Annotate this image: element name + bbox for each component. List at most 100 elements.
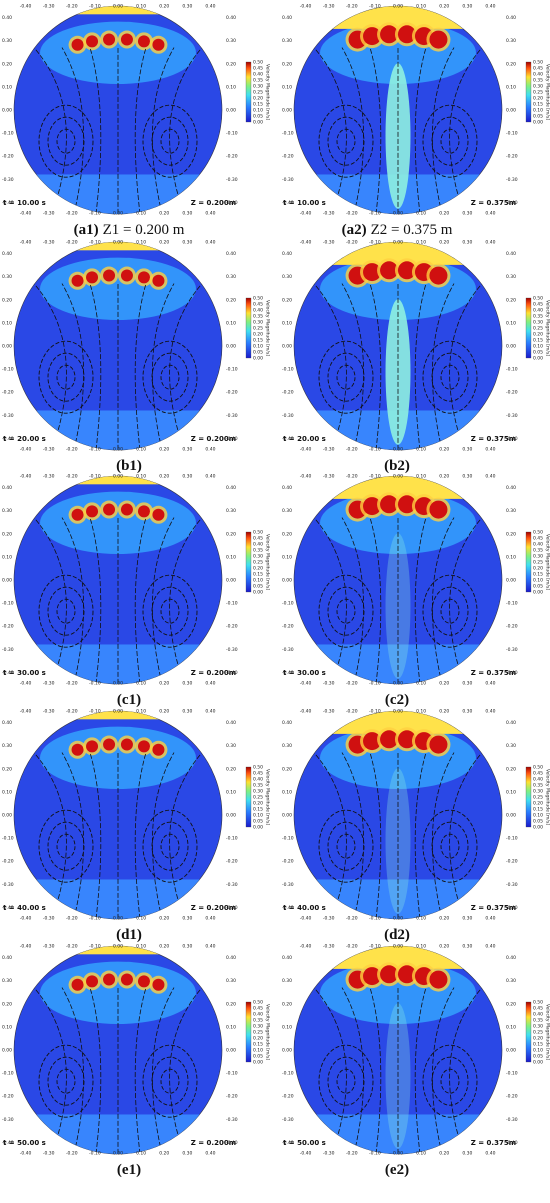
streamline <box>414 752 427 919</box>
streamline <box>341 517 364 684</box>
y-tick-label: 0.40 <box>226 15 236 21</box>
y-tick-label: 0.10 <box>506 84 516 90</box>
jet-core <box>137 271 150 284</box>
x-tick-label: 0.00 <box>393 944 403 950</box>
y-tick-label: -0.30 <box>2 413 14 419</box>
x-tick-label: -0.20 <box>346 474 358 480</box>
streamline <box>142 1044 198 1118</box>
y-tick-label: -0.10 <box>2 1071 14 1077</box>
colorbar-tick-label: 0.15 <box>533 572 543 578</box>
contour-panel: -0.40 -0.40 -0.30 -0.30 -0.20 -0.20 -0.10 -0.10… <box>282 240 550 453</box>
streamline <box>431 352 469 402</box>
y-tick-label: -0.40 <box>2 200 14 206</box>
y-tick-label: 0.00 <box>2 1048 12 1054</box>
x-tick-label: 0.10 <box>136 1151 146 1157</box>
contour-panel: -0.40 -0.40 -0.30 -0.30 -0.20 -0.20 -0.10 -0.10… <box>282 944 550 1157</box>
streamline <box>152 517 175 684</box>
colorbar-tick-label: 0.45 <box>533 302 543 308</box>
x-tick-label: 0.10 <box>136 474 146 480</box>
colorbar-tick-label: 0.40 <box>533 72 543 78</box>
top-cap <box>14 711 222 720</box>
y-tick-label: 0.20 <box>226 61 236 67</box>
colorbar-tick-label: 0.50 <box>253 765 263 771</box>
colorbar-tick-label: 0.35 <box>533 1018 543 1024</box>
colorbar-tick-label: 0.40 <box>533 308 543 314</box>
x-tick-label: -0.10 <box>369 944 381 950</box>
colorbar-tick-label: 0.35 <box>533 314 543 320</box>
y-tick-label: 0.30 <box>226 38 236 44</box>
jet-core <box>120 973 133 986</box>
colorbar-tick-label: 0.45 <box>533 771 543 777</box>
colorbar-tick-label: 0.25 <box>253 90 263 96</box>
x-tick-label: 0.00 <box>393 211 403 217</box>
x-tick-label: 0.00 <box>113 4 123 10</box>
top-cap <box>14 6 222 15</box>
jet-core <box>429 735 448 754</box>
y-tick-label: -0.30 <box>506 177 518 183</box>
streamline <box>169 283 203 450</box>
y-tick-label: 0.20 <box>506 531 516 537</box>
x-tick-label: -0.10 <box>369 211 381 217</box>
x-tick-label: 0.40 <box>205 709 215 715</box>
x-tick-label: -0.10 <box>89 1151 101 1157</box>
y-tick-label: 0.20 <box>226 531 236 537</box>
y-tick-label: 0.30 <box>226 508 236 514</box>
streamline <box>432 283 455 450</box>
y-tick-label: 0.30 <box>506 274 516 280</box>
colorbar-tick-label: 0.40 <box>253 72 263 78</box>
x-tick-label: -0.40 <box>300 474 312 480</box>
y-tick-label: 0.40 <box>506 485 516 491</box>
x-tick-label: 0.40 <box>205 447 215 453</box>
streamline <box>142 574 198 648</box>
colorbar-tick-label: 0.00 <box>533 120 543 126</box>
streamline <box>169 517 203 684</box>
colorbar-tick-label: 0.05 <box>253 114 263 120</box>
colorbar-title: Velocity Magnitude [m/s] <box>265 300 271 356</box>
colorbar <box>245 1001 252 1063</box>
y-tick-label: 0.30 <box>226 743 236 749</box>
colorbar-tick-label: 0.15 <box>253 572 263 578</box>
x-tick-label: 0.20 <box>159 4 169 10</box>
y-tick-label: 0.20 <box>2 297 12 303</box>
y-tick-label: 0.40 <box>506 720 516 726</box>
y-tick-label: 0.20 <box>506 1001 516 1007</box>
y-tick-label: 0.40 <box>2 485 12 491</box>
y-tick-label: 0.30 <box>282 274 292 280</box>
caption-label: (d1) <box>116 927 142 943</box>
colorbar-tick-label: 0.25 <box>533 795 543 801</box>
x-tick-label: 0.20 <box>439 211 449 217</box>
x-tick-label: -0.30 <box>43 944 55 950</box>
z-label: Z = 0.200m <box>191 904 236 912</box>
colorbar-tick-label: 0.30 <box>533 320 543 326</box>
y-tick-label: -0.20 <box>226 390 238 396</box>
colorbar-tick-label: 0.25 <box>253 1030 263 1036</box>
x-tick-label: 0.10 <box>136 240 146 246</box>
z-label: Z = 0.375m <box>471 904 516 912</box>
colorbar-tick-label: 0.15 <box>253 1042 263 1048</box>
y-tick-label: 0.30 <box>506 508 516 514</box>
streamline <box>89 283 102 450</box>
streamline <box>432 752 455 919</box>
z-label: Z = 0.200m <box>191 669 236 677</box>
jet-core <box>103 269 116 282</box>
y-tick-label: -0.40 <box>226 436 238 442</box>
y-tick-label: -0.10 <box>506 601 518 607</box>
colorbar-tick-label: 0.00 <box>253 356 263 362</box>
caption-label: (c1) <box>116 692 142 708</box>
streamline <box>414 283 427 450</box>
y-tick-label: -0.20 <box>2 390 14 396</box>
y-tick-label: 0.20 <box>282 297 292 303</box>
x-tick-label: 0.30 <box>462 709 472 715</box>
x-tick-label: 0.40 <box>485 4 495 10</box>
y-tick-label: -0.30 <box>506 1117 518 1123</box>
y-tick-label: 0.10 <box>2 320 12 326</box>
y-tick-label: -0.30 <box>2 1117 14 1123</box>
streamline <box>152 987 175 1154</box>
x-tick-label: 0.20 <box>159 447 169 453</box>
colorbar-tick-label: 0.35 <box>533 783 543 789</box>
x-tick-label: 0.40 <box>205 1151 215 1157</box>
contour-panel: -0.40 -0.40 -0.30 -0.30 -0.20 -0.20 -0.10 -0.10… <box>282 474 550 687</box>
x-tick-label: -0.40 <box>300 447 312 453</box>
y-tick-label: -0.20 <box>226 859 238 865</box>
